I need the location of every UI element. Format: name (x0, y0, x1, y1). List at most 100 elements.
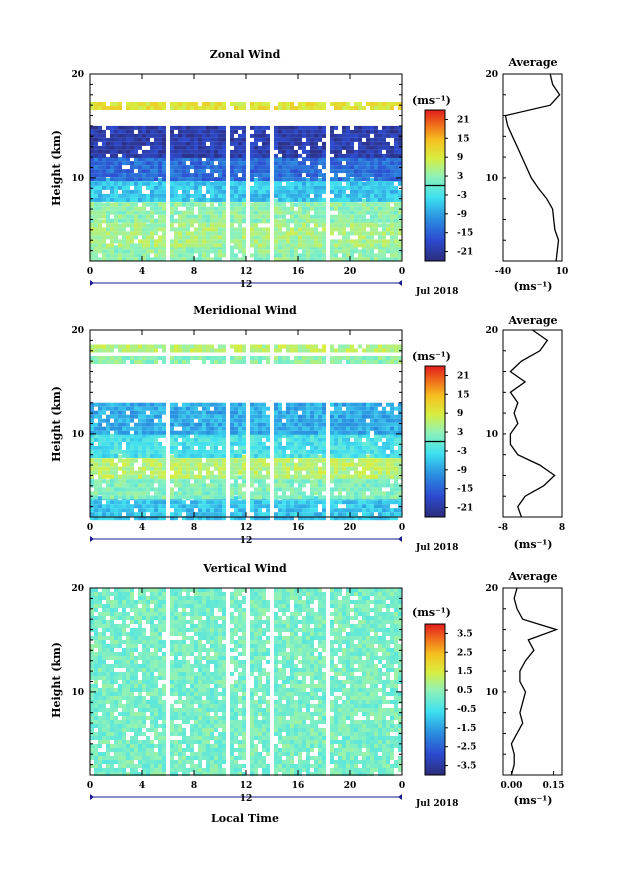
heatmap-cell (374, 462, 378, 467)
heatmap-cell (390, 153, 394, 158)
heatmap-cell (238, 227, 242, 232)
heatmap-cell (174, 441, 178, 446)
heatmap-cell (362, 214, 366, 219)
heatmap-cell (370, 202, 374, 207)
heatmap-cell (154, 410, 158, 415)
heatmap-cell (134, 249, 138, 254)
heatmap-cell (354, 402, 358, 407)
heatmap-cell (386, 437, 390, 442)
heatmap-cell (142, 218, 146, 223)
heatmap-cell (126, 356, 130, 360)
heatmap-cell (206, 106, 210, 110)
heatmap-cell (162, 495, 166, 500)
heatmap-cell (394, 500, 398, 505)
heatmap-cell (98, 219, 102, 224)
heatmap-cell (146, 495, 150, 500)
heatmap-cell (210, 177, 214, 182)
heatmap-cell (258, 235, 262, 240)
heatmap-cell (110, 426, 114, 431)
heatmap-cell (294, 422, 298, 427)
heatmap-cell (198, 153, 202, 158)
heatmap-cell (94, 235, 98, 240)
heatmap-cell (118, 449, 122, 454)
heatmap-cell (198, 106, 202, 110)
heatmap-cell (362, 218, 366, 223)
heatmap-cell (282, 202, 286, 207)
heatmap-cell (362, 491, 366, 496)
heatmap-cell (146, 414, 150, 419)
heatmap-cell (174, 157, 178, 162)
heatmap-cell (290, 231, 294, 236)
panel-title: Zonal Wind (210, 48, 281, 61)
heatmap-cell (262, 462, 266, 467)
heatmap-cell (210, 402, 214, 407)
heatmap-cell (178, 235, 182, 240)
heatmap-cell (154, 508, 158, 513)
heatmap-cell (114, 189, 118, 194)
heatmap-cell (378, 402, 382, 407)
heatmap-cell (266, 102, 270, 106)
heatmap-cell (98, 133, 102, 138)
heatmap-cell (218, 433, 222, 438)
heatmap-cell (182, 169, 186, 174)
heatmap-cell (190, 430, 194, 435)
heatmap-cell (282, 422, 286, 427)
heatmap-cell (122, 418, 126, 423)
heatmap-cell (298, 508, 302, 513)
heatmap-cell (370, 185, 374, 190)
heatmap-cell (286, 445, 290, 450)
heatmap-cell (354, 133, 358, 138)
heatmap-cell (126, 479, 130, 484)
heatmap-cell (378, 235, 382, 240)
heatmap-cell (190, 470, 194, 475)
heatmap-cell (314, 479, 318, 484)
heatmap-cell (382, 458, 386, 463)
heatmap-cell (354, 449, 358, 454)
heatmap-cell (398, 173, 402, 178)
heatmap-cell (130, 169, 134, 174)
heatmap-cell (282, 474, 286, 479)
heatmap-cell (186, 133, 190, 138)
heatmap-cell (378, 133, 382, 138)
heatmap-cell (134, 422, 138, 427)
heatmap-cell (274, 495, 278, 500)
heatmap-cell (202, 181, 206, 186)
heatmap-cell (298, 470, 302, 475)
heatmap-cell (230, 495, 234, 500)
heatmap-cell (150, 402, 154, 407)
heatmap-cell (366, 257, 370, 262)
heatmap-cell (338, 495, 342, 500)
heatmap-cell (134, 516, 138, 521)
heatmap-cell (106, 177, 110, 182)
heatmap-cell (186, 433, 190, 438)
heatmap-cell (222, 253, 226, 258)
heatmap-cell (154, 218, 158, 223)
heatmap-cell (222, 202, 226, 207)
heatmap-cell (170, 512, 174, 517)
heatmap-cell (238, 257, 242, 262)
heatmap-cell (134, 185, 138, 190)
heatmap-cell (366, 218, 370, 223)
heatmap-cell (318, 157, 322, 162)
heatmap-cell (330, 474, 334, 479)
heatmap-cell (330, 149, 334, 154)
heatmap-cell (258, 512, 262, 517)
heatmap-cell (386, 512, 390, 517)
heatmap-cell (310, 129, 314, 134)
heatmap-cell (122, 462, 126, 467)
heatmap-cell (178, 243, 182, 248)
heatmap-cell (238, 218, 242, 223)
heatmap-cell (242, 102, 246, 106)
heatmap-cell (114, 414, 118, 419)
heatmap-cell (302, 206, 306, 211)
heatmap-cell (150, 470, 154, 475)
heatmap-cell (142, 487, 146, 492)
heatmap-cell (282, 504, 286, 509)
heatmap-cell (358, 231, 362, 236)
heatmap-cell (214, 453, 218, 458)
heatmap-cell (390, 406, 394, 411)
heatmap-cell (370, 129, 374, 134)
heatmap-cell (398, 402, 402, 407)
heatmap-cell (114, 500, 118, 505)
heatmap-cell (254, 202, 258, 207)
